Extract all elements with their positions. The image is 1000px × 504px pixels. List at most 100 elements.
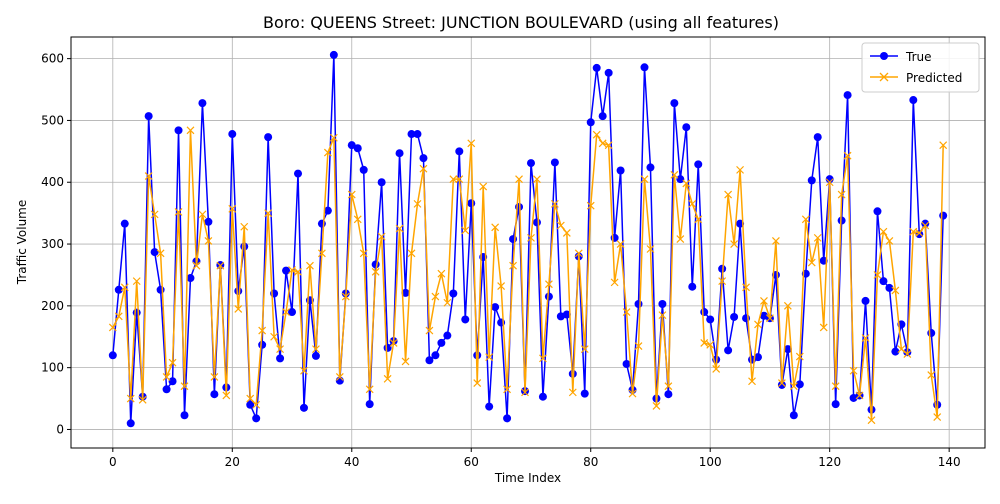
data-point-true [329,50,338,59]
data-point-predicted [921,221,930,230]
data-point-predicted [544,280,553,289]
y-tick-label: 500 [41,113,64,127]
data-point-predicted [497,282,506,290]
data-point-true [789,411,798,420]
data-point-predicted [156,249,165,258]
data-point-predicted [150,210,159,219]
data-point-true [795,380,804,389]
data-point-predicted [180,382,189,391]
data-point-true [706,315,715,324]
data-point-true [586,118,595,127]
data-point-predicted [640,175,649,184]
data-point-predicted [568,388,577,397]
data-point-predicted [449,175,458,184]
data-point-true [825,175,834,184]
data-point-predicted [939,141,948,150]
legend-true-marker [880,52,888,60]
legend-predicted-marker [879,72,889,82]
data-point-true [562,310,571,319]
data-point-true [353,144,362,153]
data-point-true [640,63,649,72]
data-point-predicted [377,232,386,241]
data-point-true [120,219,129,228]
data-point-true [891,347,900,356]
data-point-predicted [897,345,906,354]
data-point-predicted [712,364,721,373]
data-point-predicted [574,249,583,258]
data-point-predicted [885,237,894,245]
data-point-true [550,158,559,167]
data-point-predicted [927,371,936,379]
data-point-predicted [628,389,637,398]
data-point-predicted [658,311,667,320]
data-point-true [246,400,255,409]
y-tick-label: 100 [41,361,64,375]
data-point-true [544,292,553,301]
data-point-true [282,266,291,275]
data-point-predicted [485,353,494,362]
data-point-predicted [222,391,231,400]
data-point-predicted [335,373,344,381]
data-point-true [461,315,470,324]
data-point-true [174,126,183,135]
data-point-predicted [413,199,422,208]
data-point-predicted [234,305,243,313]
data-point-predicted [246,394,255,403]
x-tick-label: 100 [699,455,722,469]
y-axis-label: Traffic Volume [15,200,29,286]
data-point-true [425,356,434,365]
data-point-predicted [760,296,768,305]
data-point-predicted [610,278,619,287]
data-point-predicted [228,204,237,213]
data-point-predicted [891,286,900,295]
data-point-true [538,392,547,401]
data-point-true [401,288,410,297]
y-tick-label: 0 [56,422,64,436]
data-point-true [323,206,332,215]
data-point-true [813,133,822,142]
data-point-predicted [730,240,739,248]
data-point-predicted [598,139,607,148]
y-axis-ticks: 0 100 200 300 400 500 600 [41,52,71,436]
data-point-predicted [622,308,631,316]
data-point-predicted [533,175,541,184]
data-point-true [186,274,195,283]
data-point-true [359,165,368,174]
plot-area [108,50,948,428]
data-point-predicted [353,215,362,224]
data-point-true [276,354,285,363]
data-point-predicted [431,292,440,301]
data-point-predicted [282,308,290,316]
data-point-true [258,340,267,349]
data-point-true [449,289,458,298]
data-point-true [682,123,691,132]
data-point-predicted [192,261,201,270]
data-point-true [873,207,882,216]
data-point-true [670,99,679,108]
data-point-true [156,285,165,294]
data-point-predicted [837,190,846,199]
data-point-true [371,260,380,269]
data-point-predicted [162,373,171,381]
data-point-predicted [395,224,404,233]
data-point-predicted [419,164,428,173]
data-point-predicted [258,326,267,335]
data-point-predicted [604,141,613,150]
x-tick-label: 80 [583,455,598,469]
data-point-predicted [933,413,942,422]
data-point-true [807,176,816,185]
y-tick-label: 300 [41,237,64,251]
data-point-predicted [401,357,410,366]
data-point-true [437,338,446,347]
data-point-predicted [114,312,123,321]
grid [71,37,985,448]
data-point-predicted [174,207,183,216]
data-point-predicted [556,221,565,230]
data-point-true [927,329,936,338]
y-tick-label: 600 [41,52,64,66]
data-point-true [317,219,326,228]
data-point-predicted [855,391,864,400]
data-point-true [383,343,392,352]
data-point-predicted [915,228,924,237]
data-point-true [837,216,846,225]
